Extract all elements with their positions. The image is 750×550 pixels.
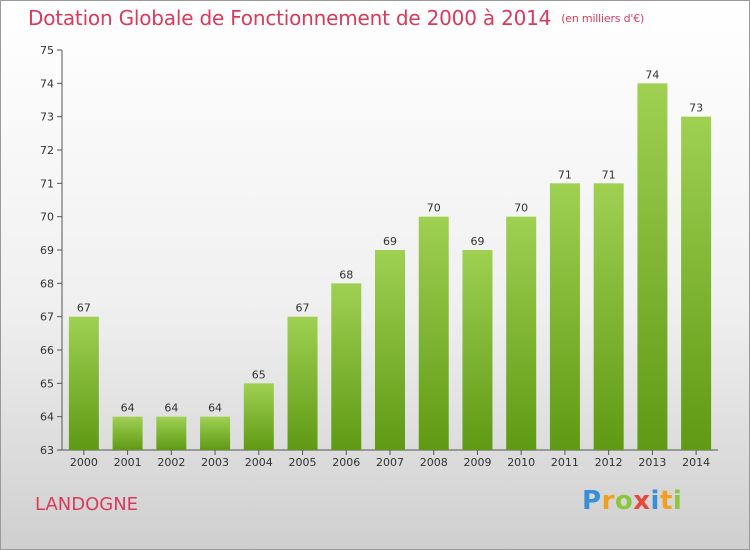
- bar: [69, 317, 99, 450]
- bar: [550, 183, 580, 450]
- data-label: 73: [689, 102, 703, 115]
- y-tick-label: 73: [40, 111, 54, 124]
- y-tick-label: 72: [40, 144, 54, 157]
- y-tick-label: 67: [40, 311, 54, 324]
- y-tick-label: 70: [40, 211, 54, 224]
- bar-chart: 63 64 65 66 67 68 69 70 71 72 73 74 75 2000 2001 2002 20…: [0, 0, 750, 550]
- commune-name: LANDOGNE: [35, 494, 138, 515]
- y-tick-label: 69: [40, 244, 54, 257]
- y-tick-label: 74: [40, 77, 54, 90]
- bar: [637, 83, 667, 450]
- bar: [375, 250, 405, 450]
- x-tick-label: 2000: [70, 456, 98, 469]
- data-label: 67: [77, 302, 91, 315]
- data-label: 69: [470, 235, 484, 248]
- logo-letter: x: [633, 486, 650, 516]
- bar: [594, 183, 624, 450]
- x-tick-label: 2014: [682, 456, 710, 469]
- x-tick-label: 2003: [201, 456, 229, 469]
- data-label: 71: [602, 168, 616, 181]
- logo-letter: t: [660, 486, 673, 516]
- logo-letter: i: [651, 486, 660, 516]
- y-tick-label: 64: [40, 411, 54, 424]
- data-label: 68: [339, 268, 353, 281]
- bar: [288, 317, 318, 450]
- x-tick-label: 2012: [595, 456, 623, 469]
- logo-letter: r: [602, 486, 615, 516]
- x-tick-label: 2004: [245, 456, 273, 469]
- y-tick-label: 65: [40, 377, 54, 390]
- data-label: 64: [208, 402, 222, 415]
- y-tick-label: 75: [40, 44, 54, 57]
- data-label: 64: [164, 402, 178, 415]
- x-tick-label: 2001: [114, 456, 142, 469]
- y-tick-label: 71: [40, 177, 54, 190]
- x-tick-label: 2011: [551, 456, 579, 469]
- bar: [419, 217, 449, 450]
- bar: [462, 250, 492, 450]
- x-tick-label: 2002: [157, 456, 185, 469]
- x-tick-label: 2013: [638, 456, 666, 469]
- x-tick-label: 2006: [332, 456, 360, 469]
- data-label: 74: [645, 68, 659, 81]
- y-tick-label: 68: [40, 277, 54, 290]
- data-label: 65: [252, 368, 266, 381]
- bars: [69, 83, 711, 450]
- bar: [156, 417, 186, 450]
- bar: [113, 417, 143, 450]
- logo-letter: P: [582, 486, 602, 516]
- data-label: 64: [121, 402, 135, 415]
- bar: [244, 383, 274, 450]
- bar: [331, 283, 361, 450]
- data-label: 70: [427, 202, 441, 215]
- y-tick-label: 63: [40, 444, 54, 457]
- x-tick-label: 2008: [420, 456, 448, 469]
- bar: [506, 217, 536, 450]
- logo-letter: i: [673, 486, 682, 516]
- bar: [200, 417, 230, 450]
- data-label: 69: [383, 235, 397, 248]
- logo-letter: o: [615, 486, 633, 516]
- x-tick-label: 2005: [289, 456, 317, 469]
- y-tick-label: 66: [40, 344, 54, 357]
- bar: [681, 117, 711, 450]
- data-label: 71: [558, 168, 572, 181]
- data-label: 70: [514, 202, 528, 215]
- x-tick-label: 2009: [463, 456, 491, 469]
- data-label: 67: [296, 302, 310, 315]
- x-tick-label: 2007: [376, 456, 404, 469]
- proxiti-logo: Proxiti: [582, 486, 682, 516]
- x-tick-label: 2010: [507, 456, 535, 469]
